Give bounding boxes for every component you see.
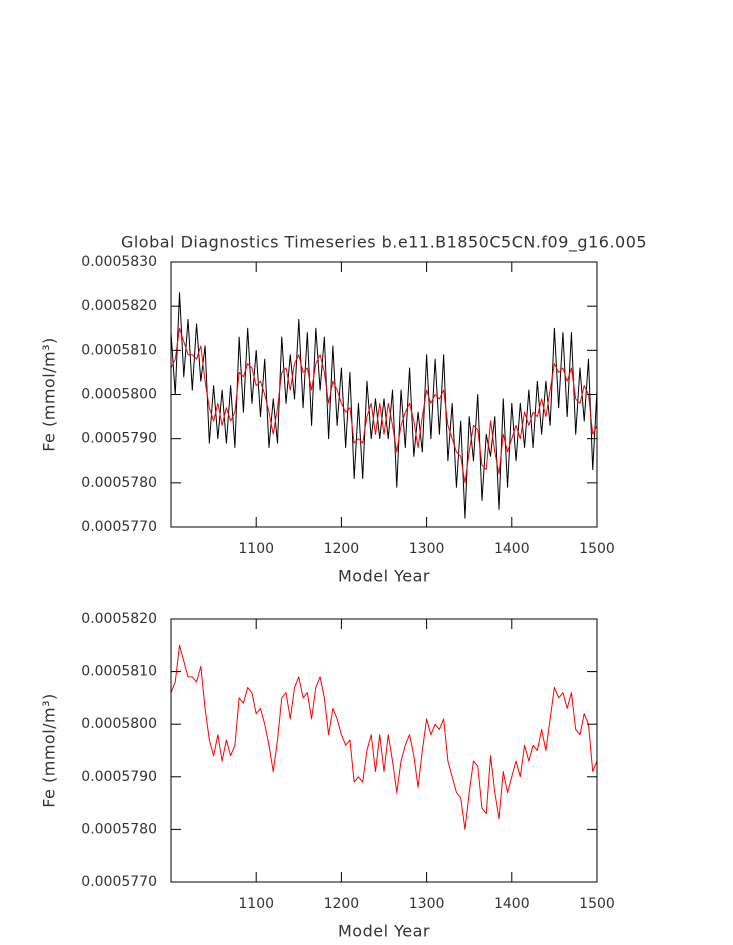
chart-title: Global Diagnostics Timeseries b.e11.B185… (121, 233, 647, 253)
x-tick-label: 1400 (494, 896, 530, 912)
y-axis-label: Fe (mmol/m³) (40, 693, 59, 808)
series-line (170, 327, 598, 484)
y-tick-label: 0.0005790 (81, 769, 157, 785)
x-tick-label: 1300 (409, 541, 445, 557)
y-tick-label: 0.0005820 (81, 298, 157, 314)
plot-frame (170, 618, 598, 883)
x-tick-label: 1200 (324, 541, 360, 557)
y-tick-label: 0.0005820 (81, 611, 157, 627)
x-tick-label: 1500 (579, 541, 615, 557)
y-tick-label: 0.0005800 (81, 716, 157, 732)
series-line (170, 644, 598, 830)
y-tick-label: 0.0005770 (81, 874, 157, 890)
series-line (170, 292, 598, 519)
y-axis-label: Fe (mmol/m³) (40, 337, 59, 452)
x-tick-label: 1100 (238, 896, 274, 912)
x-tick-label: 1100 (238, 541, 274, 557)
y-tick-label: 0.0005790 (81, 431, 157, 447)
x-tick-label: 1200 (324, 896, 360, 912)
y-tick-label: 0.0005780 (81, 475, 157, 491)
x-tick-label: 1400 (494, 541, 530, 557)
y-tick-label: 0.0005830 (81, 254, 157, 270)
x-axis-label: Model Year (338, 567, 430, 586)
y-tick-label: 0.0005780 (81, 821, 157, 837)
y-tick-label: 0.0005810 (81, 342, 157, 358)
y-tick-label: 0.0005770 (81, 519, 157, 535)
x-tick-label: 1300 (409, 896, 445, 912)
x-axis-label: Model Year (338, 922, 430, 941)
y-tick-label: 0.0005810 (81, 664, 157, 680)
x-tick-label: 1500 (579, 896, 615, 912)
y-tick-label: 0.0005800 (81, 387, 157, 403)
plot-frame (170, 261, 598, 528)
